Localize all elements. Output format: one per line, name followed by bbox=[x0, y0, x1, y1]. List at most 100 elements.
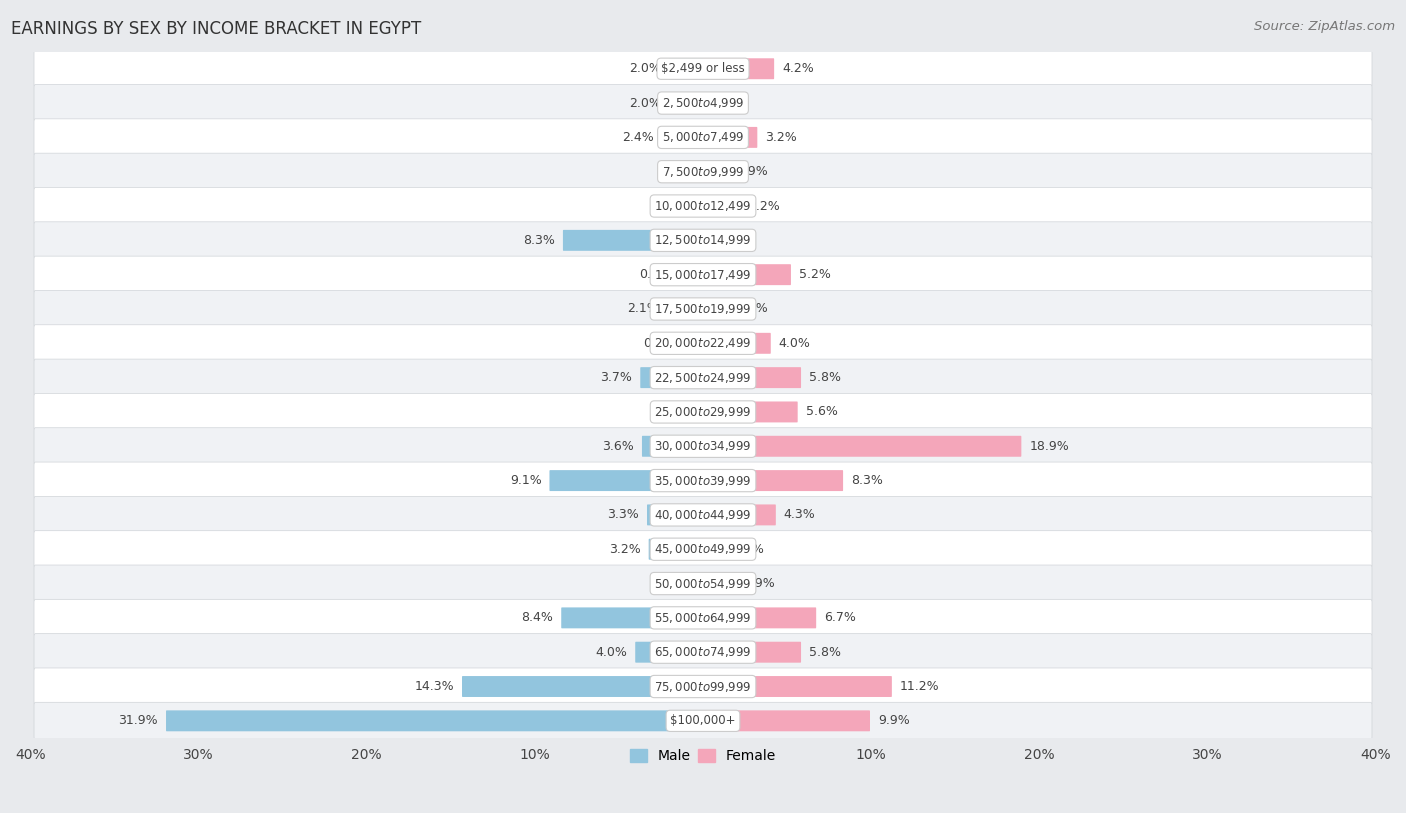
Text: 0.0%: 0.0% bbox=[662, 165, 695, 178]
Text: $35,000 to $39,999: $35,000 to $39,999 bbox=[654, 474, 752, 488]
Text: $65,000 to $74,999: $65,000 to $74,999 bbox=[654, 646, 752, 659]
FancyBboxPatch shape bbox=[703, 264, 792, 285]
Text: 3.6%: 3.6% bbox=[602, 440, 634, 453]
Text: 0.74%: 0.74% bbox=[724, 543, 763, 556]
FancyBboxPatch shape bbox=[34, 188, 1372, 224]
Text: $20,000 to $22,499: $20,000 to $22,499 bbox=[654, 337, 752, 350]
FancyBboxPatch shape bbox=[669, 93, 703, 114]
Text: 5.6%: 5.6% bbox=[806, 406, 838, 419]
FancyBboxPatch shape bbox=[34, 222, 1372, 259]
Text: $50,000 to $54,999: $50,000 to $54,999 bbox=[654, 576, 752, 590]
Text: 8.3%: 8.3% bbox=[851, 474, 883, 487]
FancyBboxPatch shape bbox=[703, 402, 797, 423]
FancyBboxPatch shape bbox=[34, 256, 1372, 293]
FancyBboxPatch shape bbox=[640, 367, 703, 388]
Text: 0.99%: 0.99% bbox=[728, 165, 768, 178]
FancyBboxPatch shape bbox=[561, 607, 703, 628]
FancyBboxPatch shape bbox=[703, 196, 741, 216]
FancyBboxPatch shape bbox=[703, 59, 775, 79]
FancyBboxPatch shape bbox=[562, 230, 703, 251]
FancyBboxPatch shape bbox=[703, 127, 758, 148]
Text: $10,000 to $12,499: $10,000 to $12,499 bbox=[654, 199, 752, 213]
Text: $100,000+: $100,000+ bbox=[671, 715, 735, 728]
FancyBboxPatch shape bbox=[643, 436, 703, 457]
FancyBboxPatch shape bbox=[703, 333, 770, 354]
Text: $25,000 to $29,999: $25,000 to $29,999 bbox=[654, 405, 752, 419]
Text: $7,500 to $9,999: $7,500 to $9,999 bbox=[662, 165, 744, 179]
FancyBboxPatch shape bbox=[34, 462, 1372, 499]
FancyBboxPatch shape bbox=[703, 641, 801, 663]
Text: 3.2%: 3.2% bbox=[765, 131, 797, 144]
FancyBboxPatch shape bbox=[703, 676, 891, 697]
FancyBboxPatch shape bbox=[34, 290, 1372, 328]
FancyBboxPatch shape bbox=[686, 264, 703, 285]
Text: 1.9%: 1.9% bbox=[744, 577, 775, 590]
Text: 2.0%: 2.0% bbox=[628, 97, 661, 110]
FancyBboxPatch shape bbox=[703, 504, 776, 525]
FancyBboxPatch shape bbox=[703, 539, 716, 559]
Text: 18.9%: 18.9% bbox=[1029, 440, 1069, 453]
Text: $2,499 or less: $2,499 or less bbox=[661, 63, 745, 76]
FancyBboxPatch shape bbox=[34, 153, 1372, 190]
FancyBboxPatch shape bbox=[34, 119, 1372, 156]
Text: 0.0%: 0.0% bbox=[662, 577, 695, 590]
Text: 4.2%: 4.2% bbox=[782, 63, 814, 76]
Text: 4.0%: 4.0% bbox=[779, 337, 810, 350]
Text: 31.9%: 31.9% bbox=[118, 715, 157, 728]
Text: 0.95%: 0.95% bbox=[638, 268, 679, 281]
FancyBboxPatch shape bbox=[34, 324, 1372, 362]
Text: 3.2%: 3.2% bbox=[609, 543, 641, 556]
Text: $5,000 to $7,499: $5,000 to $7,499 bbox=[662, 130, 744, 145]
FancyBboxPatch shape bbox=[703, 607, 815, 628]
FancyBboxPatch shape bbox=[34, 393, 1372, 430]
Text: $22,500 to $24,999: $22,500 to $24,999 bbox=[654, 371, 752, 385]
Text: 5.8%: 5.8% bbox=[808, 646, 841, 659]
FancyBboxPatch shape bbox=[703, 573, 735, 594]
FancyBboxPatch shape bbox=[647, 504, 703, 525]
Text: 4.0%: 4.0% bbox=[596, 646, 627, 659]
FancyBboxPatch shape bbox=[703, 436, 1021, 457]
Text: 8.3%: 8.3% bbox=[523, 234, 555, 247]
Legend: Male, Female: Male, Female bbox=[624, 744, 782, 769]
FancyBboxPatch shape bbox=[34, 702, 1372, 739]
FancyBboxPatch shape bbox=[703, 470, 844, 491]
Text: 5.2%: 5.2% bbox=[799, 268, 831, 281]
Text: 0.0%: 0.0% bbox=[711, 97, 744, 110]
Text: 0.0%: 0.0% bbox=[662, 406, 695, 419]
FancyBboxPatch shape bbox=[34, 85, 1372, 122]
FancyBboxPatch shape bbox=[668, 298, 703, 320]
Text: 2.2%: 2.2% bbox=[748, 199, 780, 212]
Text: $40,000 to $44,999: $40,000 to $44,999 bbox=[654, 508, 752, 522]
FancyBboxPatch shape bbox=[550, 470, 703, 491]
Text: 3.3%: 3.3% bbox=[607, 508, 640, 521]
FancyBboxPatch shape bbox=[690, 333, 703, 354]
FancyBboxPatch shape bbox=[34, 50, 1372, 87]
FancyBboxPatch shape bbox=[463, 676, 703, 697]
Text: 0.0%: 0.0% bbox=[662, 199, 695, 212]
Text: EARNINGS BY SEX BY INCOME BRACKET IN EGYPT: EARNINGS BY SEX BY INCOME BRACKET IN EGY… bbox=[11, 20, 422, 38]
Text: 9.9%: 9.9% bbox=[877, 715, 910, 728]
Text: 11.2%: 11.2% bbox=[900, 680, 939, 693]
Text: 6.7%: 6.7% bbox=[824, 611, 856, 624]
Text: $17,500 to $19,999: $17,500 to $19,999 bbox=[654, 302, 752, 316]
Text: 9.1%: 9.1% bbox=[510, 474, 541, 487]
Text: 2.1%: 2.1% bbox=[627, 302, 659, 315]
Text: $75,000 to $99,999: $75,000 to $99,999 bbox=[654, 680, 752, 693]
FancyBboxPatch shape bbox=[34, 531, 1372, 567]
Text: 0.0%: 0.0% bbox=[711, 234, 744, 247]
FancyBboxPatch shape bbox=[669, 59, 703, 79]
FancyBboxPatch shape bbox=[166, 711, 703, 732]
Text: 2.4%: 2.4% bbox=[623, 131, 654, 144]
FancyBboxPatch shape bbox=[648, 539, 703, 559]
FancyBboxPatch shape bbox=[703, 161, 720, 182]
FancyBboxPatch shape bbox=[34, 599, 1372, 637]
FancyBboxPatch shape bbox=[703, 298, 720, 320]
FancyBboxPatch shape bbox=[34, 497, 1372, 533]
Text: $2,500 to $4,999: $2,500 to $4,999 bbox=[662, 96, 744, 110]
Text: 0.71%: 0.71% bbox=[643, 337, 683, 350]
Text: Source: ZipAtlas.com: Source: ZipAtlas.com bbox=[1254, 20, 1395, 33]
FancyBboxPatch shape bbox=[34, 633, 1372, 671]
Text: 8.4%: 8.4% bbox=[522, 611, 554, 624]
Text: $45,000 to $49,999: $45,000 to $49,999 bbox=[654, 542, 752, 556]
Text: 3.7%: 3.7% bbox=[600, 371, 633, 384]
